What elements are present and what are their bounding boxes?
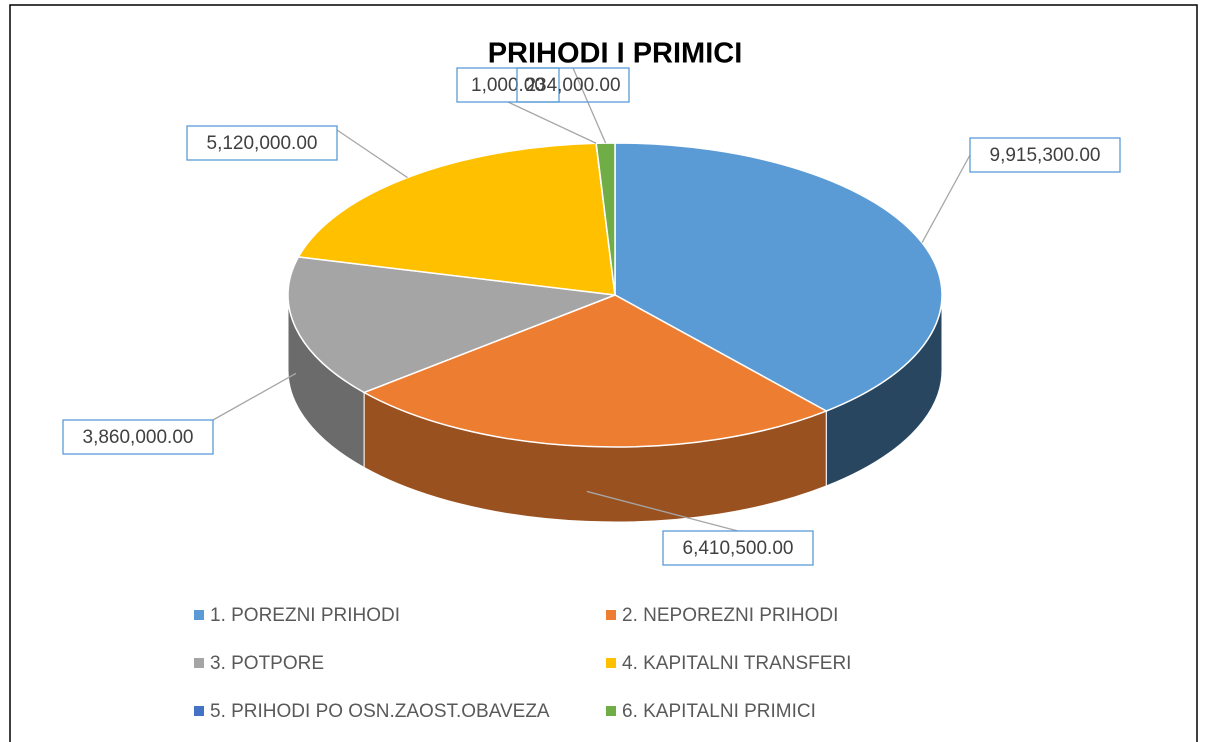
label-box bbox=[456, 67, 560, 103]
pie-slice bbox=[614, 142, 943, 412]
legend-label: 5. PRIHODI PO OSN.ZAOST.OBAVEZA bbox=[210, 701, 550, 722]
chart-frame bbox=[9, 4, 1198, 742]
legend-swatch bbox=[606, 610, 616, 620]
leader-line bbox=[921, 154, 971, 244]
legend-label: 2. NEPOREZNI PRIHODI bbox=[622, 605, 838, 626]
data-label: 1,000.00 bbox=[471, 75, 545, 96]
label-box bbox=[516, 67, 630, 103]
legend-label: 3. POTPORE bbox=[210, 653, 324, 674]
leader-line bbox=[507, 101, 597, 144]
legend-label: 6. KAPITALNI PRIMICI bbox=[622, 701, 816, 722]
legend-label: 1. POREZNI PRIHODI bbox=[210, 605, 400, 626]
data-label: 5,120,000.00 bbox=[207, 133, 318, 154]
leader-line bbox=[212, 372, 297, 421]
data-label: 6,410,500.00 bbox=[683, 538, 794, 559]
legend-label: 4. KAPITALNI TRANSFERI bbox=[622, 653, 851, 674]
label-box bbox=[969, 137, 1121, 173]
label-box bbox=[62, 419, 214, 455]
legend-swatch bbox=[194, 658, 204, 668]
leader-line bbox=[336, 129, 408, 179]
pie-slice bbox=[362, 294, 829, 448]
data-label: 9,915,300.00 bbox=[990, 145, 1101, 166]
pie-tops bbox=[287, 142, 943, 448]
legend-swatch bbox=[606, 706, 616, 716]
legend-swatch bbox=[194, 610, 204, 620]
leader-line bbox=[572, 67, 607, 144]
data-labels: 9,915,300.00 6,410,500.00 3,860,000.00 5,12… bbox=[62, 67, 1121, 566]
legend-swatch bbox=[606, 658, 616, 668]
data-label: 234,000.00 bbox=[525, 75, 620, 96]
leader-line bbox=[586, 490, 739, 532]
pie-slice bbox=[595, 142, 616, 296]
legend-swatch bbox=[194, 706, 204, 716]
pie-slice bbox=[287, 256, 616, 394]
chart-title: PRIHODI I PRIMICI bbox=[488, 38, 743, 70]
label-box bbox=[662, 530, 814, 566]
label-box bbox=[186, 125, 338, 161]
legend: 1. POREZNI PRIHODI 2. NEPOREZNI PRIHODI 3.… bbox=[194, 605, 851, 722]
data-label: 3,860,000.00 bbox=[83, 427, 194, 448]
